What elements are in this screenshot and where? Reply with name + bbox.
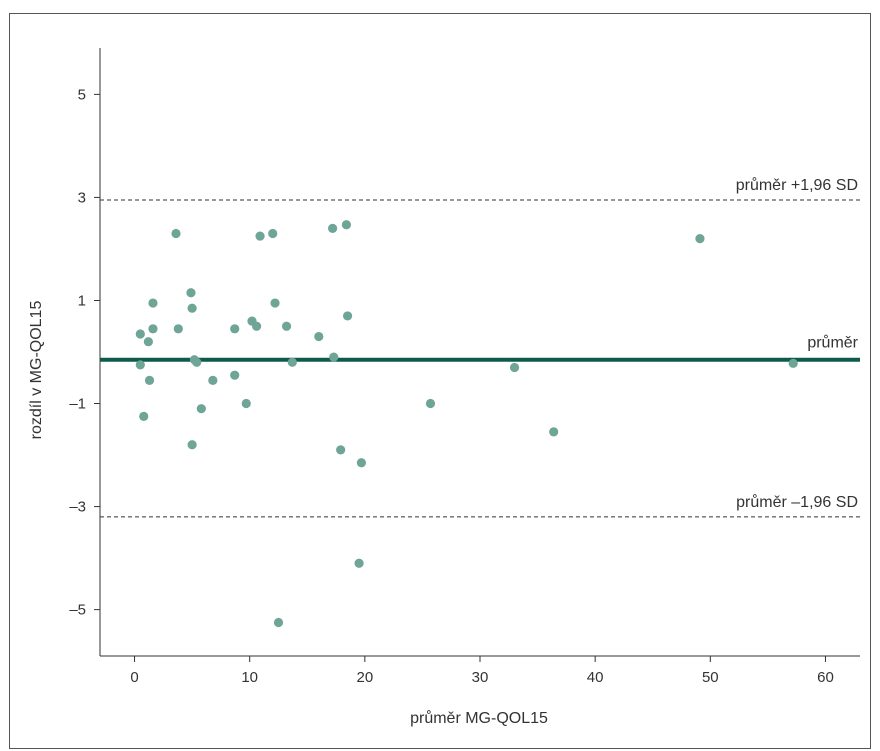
y-tick-label: –1: [69, 396, 86, 413]
data-point: [196, 404, 206, 414]
data-point: [139, 411, 149, 422]
axes: 0 10 20 30 40 50 60 –5 –3 –1 1 3 5: [69, 48, 860, 686]
data-point: [788, 358, 798, 368]
data-point: [329, 352, 339, 362]
data-point: [314, 331, 324, 342]
y-tick-label: –5: [69, 602, 86, 619]
sd-line-label: průměr –1,96 SD: [736, 493, 858, 511]
x-tick-label: 50: [702, 669, 719, 686]
y-axis-title: rozdíl v MG-QOL15: [28, 301, 45, 440]
data-point: [148, 324, 158, 334]
x-axis-title: průměr MG-QOL15: [410, 709, 548, 727]
data-point: [144, 375, 155, 385]
x-tick-label: 0: [130, 669, 138, 686]
x-tick-label: 20: [357, 669, 374, 686]
data-point: [287, 357, 297, 367]
data-point: [192, 357, 202, 367]
data-point: [135, 329, 145, 339]
data-point: [186, 288, 196, 298]
x-tick-label: 60: [817, 669, 834, 686]
data-point: [270, 298, 280, 308]
data-point: [241, 398, 251, 409]
y-tick-label: 3: [78, 189, 86, 206]
data-points: [135, 220, 798, 628]
data-point: [425, 398, 436, 409]
chart-frame: [9, 13, 871, 749]
data-point: [356, 458, 366, 468]
data-point: [281, 321, 292, 331]
data-point: [342, 311, 353, 321]
x-tick-label: 30: [472, 669, 489, 686]
x-tick-label: 40: [587, 669, 604, 686]
data-point: [208, 375, 218, 385]
data-point: [354, 558, 364, 568]
data-point: [148, 298, 158, 308]
data-point: [173, 324, 183, 334]
sd-line-label: průměr +1,96 SD: [736, 176, 858, 194]
data-point: [273, 617, 284, 628]
y-tick-label: 5: [78, 86, 86, 103]
y-tick-label: 1: [78, 292, 86, 309]
data-point: [549, 427, 559, 437]
data-point: [509, 362, 520, 373]
reference-lines: průměr +1,96 SD průměr průměr –1,96 SD: [100, 176, 860, 518]
data-point: [336, 445, 346, 455]
data-point: [143, 337, 153, 347]
data-point: [268, 228, 278, 239]
x-tick-label: 10: [241, 669, 258, 686]
data-point: [171, 228, 181, 239]
data-point: [695, 234, 705, 244]
data-point: [187, 440, 197, 450]
mean-line-label: průměr: [807, 334, 858, 352]
data-point: [328, 223, 338, 233]
data-point: [341, 220, 352, 230]
data-point: [230, 324, 240, 334]
data-point: [252, 321, 262, 331]
data-point: [255, 231, 265, 241]
data-point: [187, 303, 197, 313]
data-point: [135, 360, 145, 370]
y-tick-label: –3: [69, 499, 86, 516]
data-point: [230, 370, 240, 380]
